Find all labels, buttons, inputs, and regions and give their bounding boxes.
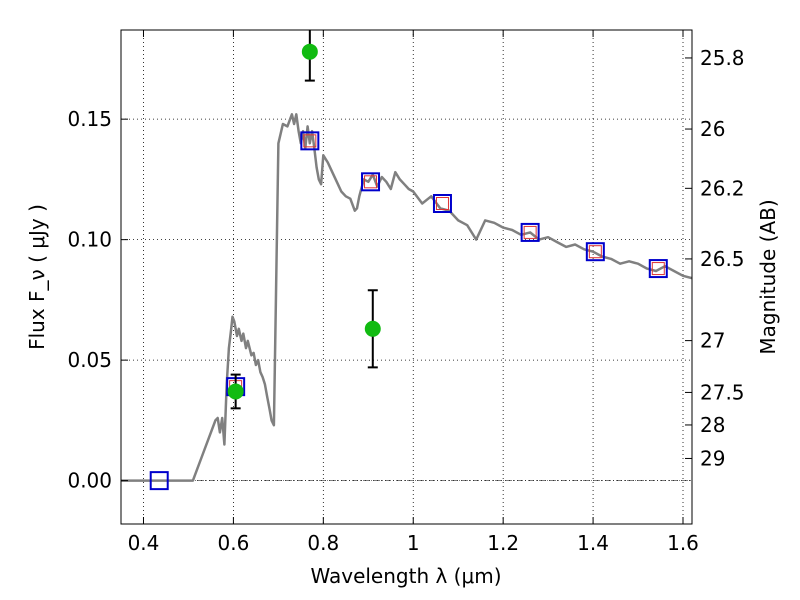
model-flux-square (520, 222, 540, 242)
right-tick-label: 27 (700, 329, 725, 353)
right-tick-label: 29 (700, 446, 725, 470)
x-tick-label: 1.6 (667, 531, 699, 555)
right-axis-ticks: 25.8 26 26.2 26.5 27 27.5 28 29 (685, 46, 745, 470)
y-axis-label: Flux F_ν ( μJy ) (25, 204, 49, 350)
right-tick-label: 27.5 (700, 380, 745, 404)
observed-flux-point (227, 383, 244, 400)
right-tick-label: 25.8 (700, 46, 745, 70)
model-flux-inner-square (523, 225, 537, 239)
model-flux-square (432, 194, 452, 214)
model-flux-inner-square (435, 197, 449, 211)
y-tick-label: 0.10 (67, 228, 112, 252)
y-tick-label: 0.15 (67, 107, 112, 131)
y-tick-label: 0.00 (67, 469, 112, 493)
observed-flux-point (301, 43, 318, 60)
x-axis-label: Wavelength λ (μm) (310, 564, 501, 588)
model-flux-inner-square (651, 262, 665, 276)
model-flux-square (149, 471, 169, 491)
plot-area (121, 30, 692, 491)
spectrum-line (121, 113, 692, 482)
observed-flux-point (364, 320, 381, 337)
x-tick-label: 0.8 (307, 531, 339, 555)
model-flux-square (361, 172, 381, 192)
model-flux-inner-square (588, 245, 602, 259)
x-axis-ticks: 0.4 0.6 0.8 1 1.2 1.4 1.6 (128, 30, 699, 555)
y-axis-ticks: 0.00 0.05 0.10 0.15 (67, 107, 128, 493)
grid-lines (121, 30, 692, 524)
x-tick-label: 1.2 (487, 531, 519, 555)
y-tick-label: 0.05 (67, 348, 112, 372)
x-tick-label: 0.4 (128, 531, 160, 555)
right-tick-label: 26.5 (700, 247, 745, 271)
model-flux-square (648, 259, 668, 279)
model-flux-inner-square (303, 134, 317, 148)
right-tick-label: 26 (700, 117, 725, 141)
right-tick-label: 26.2 (700, 176, 745, 200)
x-tick-label: 1.4 (577, 531, 609, 555)
axes-frame (120, 29, 693, 525)
right-tick-label: 28 (700, 413, 725, 437)
model-flux-square (300, 131, 320, 151)
model-flux-square (585, 242, 605, 262)
right-axis-label: Magnitude (AB) (756, 199, 780, 354)
x-tick-label: 1 (407, 531, 420, 555)
model-flux-inner-square (364, 175, 378, 189)
x-tick-label: 0.6 (217, 531, 249, 555)
